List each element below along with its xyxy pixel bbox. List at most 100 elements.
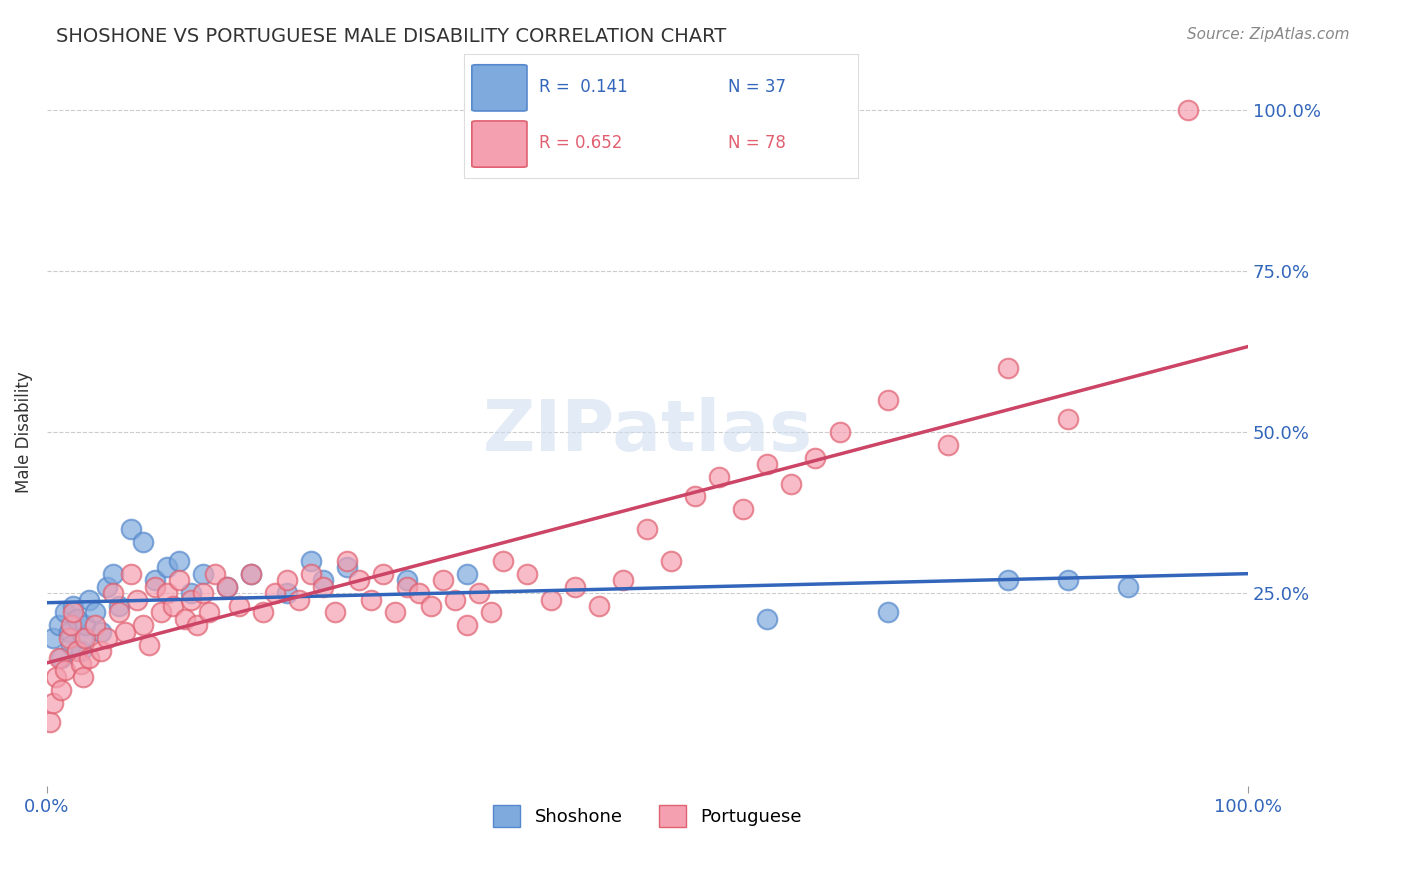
Point (66, 612, 89, 626)
Point (101, 586, 124, 600)
Point (96, 632, 118, 646)
Point (408, 586, 430, 600)
Point (108, 599, 131, 613)
Point (59, 638, 82, 652)
Point (1116, 580, 1139, 594)
Point (204, 566, 226, 581)
Point (804, 450, 827, 465)
Point (51, 682, 73, 697)
Point (156, 586, 179, 600)
Point (180, 586, 202, 600)
Point (384, 606, 406, 620)
Point (312, 573, 335, 587)
Point (90, 644, 112, 658)
Point (108, 606, 131, 620)
Text: SHOSHONE VS PORTUGUESE MALE DISABILITY CORRELATION CHART: SHOSHONE VS PORTUGUESE MALE DISABILITY C… (56, 27, 727, 45)
Text: R = 0.652: R = 0.652 (538, 135, 621, 153)
Point (661, 554, 683, 568)
Point (336, 560, 359, 574)
Point (636, 522, 658, 536)
Text: ZIPatlas: ZIPatlas (482, 398, 813, 467)
Point (186, 618, 208, 632)
Point (132, 534, 155, 549)
Point (360, 592, 382, 607)
Point (66, 644, 89, 658)
Point (373, 566, 395, 581)
Point (191, 586, 214, 600)
Text: N = 37: N = 37 (728, 78, 786, 96)
Point (42, 696, 65, 710)
Point (84, 606, 107, 620)
Point (1056, 412, 1078, 426)
Point (48, 650, 70, 665)
Point (709, 470, 731, 484)
Point (936, 438, 959, 452)
Point (125, 592, 148, 607)
Point (42, 632, 65, 646)
Point (72, 632, 94, 646)
Point (228, 599, 250, 613)
Point (288, 592, 311, 607)
Point (240, 566, 263, 581)
Point (432, 573, 454, 587)
Point (479, 606, 502, 620)
Point (84, 618, 107, 632)
Point (756, 457, 779, 471)
Point (828, 425, 851, 439)
Point (564, 580, 586, 594)
Text: R =  0.141: R = 0.141 (538, 78, 627, 96)
Point (336, 554, 359, 568)
Point (77, 650, 100, 665)
Point (138, 638, 160, 652)
Point (612, 573, 634, 587)
Point (149, 606, 172, 620)
Point (1177, 103, 1199, 117)
Legend: Shoshone, Portuguese: Shoshone, Portuguese (486, 797, 808, 834)
Point (299, 566, 322, 581)
Point (468, 586, 491, 600)
Point (132, 618, 155, 632)
Point (58, 624, 80, 639)
Point (120, 522, 142, 536)
Point (420, 599, 443, 613)
Point (62, 599, 84, 613)
Point (59, 618, 82, 632)
Point (323, 606, 346, 620)
Point (215, 580, 238, 594)
Point (72, 670, 94, 684)
Point (174, 612, 197, 626)
Text: Source: ZipAtlas.com: Source: ZipAtlas.com (1187, 27, 1350, 42)
Point (540, 592, 562, 607)
Point (48, 618, 70, 632)
Point (588, 599, 610, 613)
Point (492, 554, 515, 568)
Point (143, 573, 166, 587)
Point (167, 554, 190, 568)
Point (876, 606, 898, 620)
Point (62, 606, 84, 620)
Point (456, 566, 478, 581)
Point (75, 618, 97, 632)
Point (456, 618, 478, 632)
Point (53, 606, 76, 620)
Point (347, 573, 370, 587)
Point (1056, 573, 1078, 587)
Point (69, 644, 91, 658)
Point (39, 714, 62, 729)
Point (45, 670, 67, 684)
Point (733, 502, 755, 516)
FancyBboxPatch shape (472, 65, 527, 111)
Point (756, 612, 779, 626)
Point (997, 360, 1019, 375)
Point (198, 606, 221, 620)
Point (51, 650, 73, 665)
Point (299, 554, 322, 568)
Point (396, 580, 419, 594)
Point (77, 592, 100, 607)
Point (876, 392, 898, 407)
Point (156, 560, 179, 574)
FancyBboxPatch shape (472, 121, 527, 167)
Point (444, 592, 467, 607)
Point (191, 566, 214, 581)
Text: N = 78: N = 78 (728, 135, 786, 153)
